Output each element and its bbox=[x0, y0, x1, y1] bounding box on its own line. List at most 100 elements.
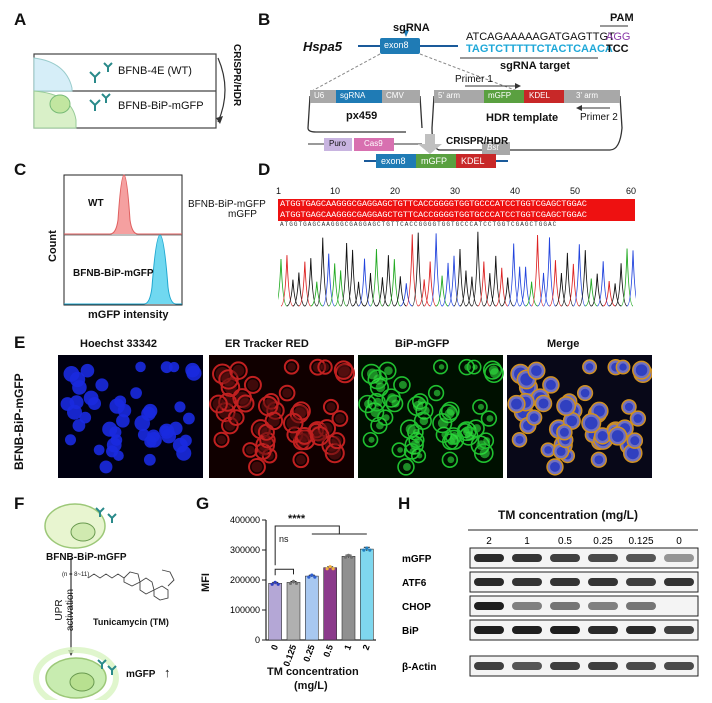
panel-a bbox=[33, 53, 226, 129]
antibody-icon bbox=[95, 507, 117, 523]
d-trace-peak bbox=[364, 273, 377, 307]
target-tail: TCC bbox=[606, 43, 629, 55]
d-trace-peak bbox=[555, 272, 568, 307]
g-point bbox=[349, 555, 354, 559]
g-point bbox=[310, 573, 314, 577]
f-top-label: BFNB-BiP-mGFP bbox=[46, 552, 127, 563]
d-trace-peak bbox=[537, 272, 550, 307]
g-point bbox=[343, 555, 348, 559]
panel-label-b: B bbox=[258, 10, 271, 29]
d-trace-peak bbox=[334, 270, 347, 307]
px459-part-sgrna: sgRNA bbox=[340, 91, 366, 100]
f-arrow-label: UPR activation bbox=[54, 588, 76, 632]
d-trace-peak bbox=[286, 279, 300, 307]
result-exon: exon8 bbox=[381, 156, 406, 166]
d-trace-peak bbox=[525, 281, 538, 307]
d-trace-peak bbox=[465, 276, 479, 307]
e-micrograph-2 bbox=[209, 355, 356, 478]
h-blot-strip bbox=[469, 655, 699, 677]
h-band bbox=[588, 662, 618, 670]
primer2-label: Primer 2 bbox=[580, 112, 618, 123]
h-lane-label: 2 bbox=[486, 536, 492, 547]
g-point bbox=[346, 553, 351, 557]
h-band bbox=[626, 626, 656, 634]
g-x-tick-label: 1 bbox=[342, 643, 353, 651]
h-band bbox=[588, 602, 618, 610]
d-trace-peak bbox=[609, 283, 622, 307]
top-strand: ATCAGAAAAAGATGAGTTGT bbox=[466, 31, 615, 43]
result-kdel: KDEL bbox=[461, 156, 485, 166]
hdr-part-3arm: 3' arm bbox=[576, 91, 598, 100]
e-micrograph-4 bbox=[507, 355, 652, 478]
g-y-tick-label: 300000 bbox=[230, 545, 260, 555]
d-trace-peak bbox=[316, 237, 330, 307]
h-row-label: mGFP bbox=[402, 554, 432, 565]
hdr-name: HDR template bbox=[486, 112, 559, 124]
g-y-tick-label: 100000 bbox=[230, 605, 260, 615]
target-strand: TAGTCTTTTTCTACTCAACA bbox=[466, 43, 613, 55]
g-y-tick-label: 200000 bbox=[230, 575, 260, 585]
d-trace-peak bbox=[471, 231, 485, 307]
e-side-label: BFNB-BiP-mGFP bbox=[12, 373, 26, 470]
h-band bbox=[664, 662, 694, 670]
d-trace-peak bbox=[340, 243, 354, 307]
d-trace-peak bbox=[578, 250, 592, 307]
d-trace-peak bbox=[495, 267, 508, 307]
g-ns-bracket bbox=[274, 568, 294, 576]
d-trace-peak bbox=[614, 263, 628, 307]
d-alignment-bar bbox=[278, 199, 635, 221]
h-band bbox=[664, 626, 694, 634]
g-point bbox=[331, 567, 335, 571]
g-bar bbox=[360, 548, 374, 641]
h-lane-label: 0.25 bbox=[593, 536, 613, 547]
px459-part-cmv: CMV bbox=[386, 91, 404, 100]
e-micrographs bbox=[58, 355, 652, 478]
g-y-tick-label: 400000 bbox=[230, 515, 260, 525]
panel-label-a: A bbox=[14, 10, 27, 29]
f-result-label: mGFP bbox=[126, 669, 156, 680]
d-trace-peak bbox=[292, 272, 306, 307]
h-band bbox=[474, 626, 504, 634]
d-trace-peak bbox=[298, 261, 312, 307]
h-band bbox=[474, 578, 504, 586]
g-point bbox=[368, 548, 372, 552]
d-ruler-tick: 30 bbox=[450, 186, 461, 196]
d-trace-peak bbox=[459, 270, 473, 307]
d-trace-peak bbox=[435, 275, 449, 307]
h-row-label: β-Actin bbox=[402, 662, 436, 673]
g-ylabel: MFI bbox=[200, 573, 212, 592]
d-trace-peak bbox=[423, 261, 437, 307]
h-lane-label: 0.125 bbox=[628, 536, 653, 547]
g-ns-label: ns bbox=[279, 534, 289, 544]
h-row-label: CHOP bbox=[402, 602, 431, 613]
d-trace-peak bbox=[376, 277, 389, 307]
d-trace-peak bbox=[585, 278, 598, 307]
gene-name: Hspa5 bbox=[303, 39, 343, 54]
d-trace-peak bbox=[381, 255, 395, 307]
method-b-label: CRISPR/HDR bbox=[446, 136, 509, 147]
d-trace-peak bbox=[513, 266, 526, 307]
d-trace-peak bbox=[477, 261, 491, 307]
g-y-tick-label: 0 bbox=[255, 635, 260, 645]
d-trace-peak bbox=[447, 255, 461, 307]
h-band bbox=[512, 602, 542, 610]
d-trace-peak bbox=[620, 248, 634, 307]
panel-h-blot: 2 1 0.5 0.25 0.125 0 mGFP ATF6 CHOP BiP β-Actin bbox=[402, 529, 699, 677]
d-seq-call: ATGGTGAGCAAGGGCGAGGAGCTGTTCACCGGGGTGGTGC… bbox=[280, 221, 558, 228]
c-wt-label: WT bbox=[88, 198, 104, 209]
d-trace-peak bbox=[394, 276, 407, 307]
wt-label: BFNB-4E (WT) bbox=[118, 65, 192, 77]
h-band bbox=[550, 602, 580, 610]
h-lane-label: 1 bbox=[524, 536, 530, 547]
d-trace-peak bbox=[322, 253, 336, 307]
d-row2-label: mGFP bbox=[228, 209, 257, 220]
g-point bbox=[362, 548, 366, 552]
g-x-tick-label: 2 bbox=[361, 643, 372, 651]
g-x-tick-label: 0 bbox=[269, 643, 280, 651]
c-xlabel: mGFP intensity bbox=[88, 309, 169, 321]
h-band bbox=[626, 662, 656, 670]
f-drug-label: Tunicamycin (TM) bbox=[93, 617, 169, 627]
d-trace-peak bbox=[310, 281, 323, 307]
